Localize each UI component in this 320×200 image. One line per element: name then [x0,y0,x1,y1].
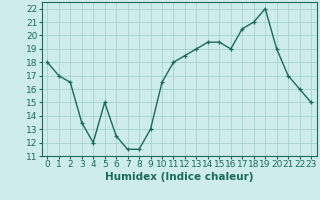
X-axis label: Humidex (Indice chaleur): Humidex (Indice chaleur) [105,172,253,182]
